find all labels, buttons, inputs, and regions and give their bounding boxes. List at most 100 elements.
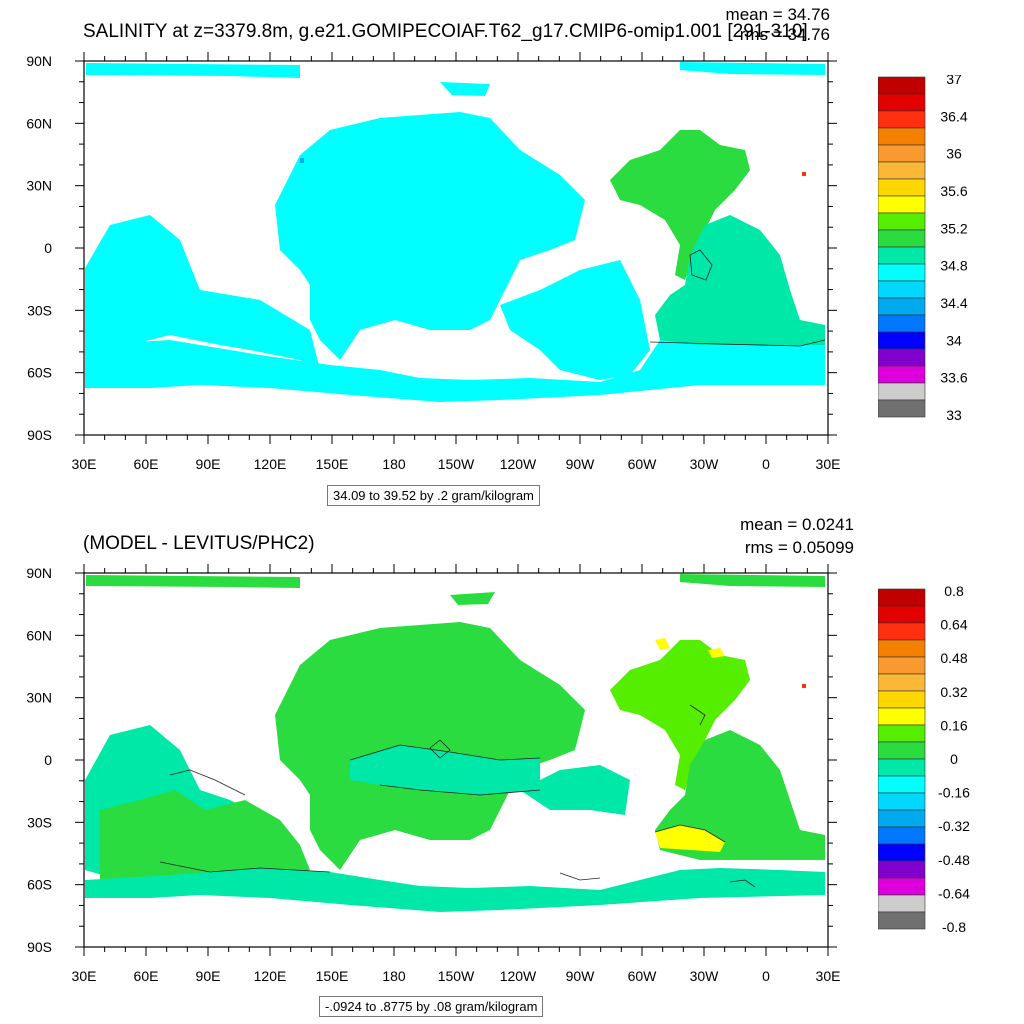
top-south-atlantic — [655, 215, 825, 345]
top-x-tick-label: 30E — [72, 456, 97, 472]
top-colorbar-label: 36 — [946, 146, 962, 162]
top-colorbar-box — [878, 212, 926, 231]
top-x-tick-label: 150W — [438, 456, 475, 472]
bottom-map-plot: 30E 60E 90E 120E 150E 180 150W 120W 90W 60W 30W 0 30… — [26, 564, 841, 984]
top-north-atlantic — [610, 130, 750, 280]
bottom-colorbar-box — [878, 622, 926, 641]
bottom-x-tick-label: 120E — [254, 968, 287, 984]
bottom-colorbar-label: 0 — [950, 751, 958, 767]
top-colorbar-label: 33 — [946, 407, 962, 423]
bottom-colorbar-label: 0.8 — [944, 585, 964, 599]
bottom-contour-line — [729, 879, 756, 888]
bottom-colorbar-box — [878, 877, 926, 896]
bottom-colorbar-box — [878, 690, 926, 709]
top-x-tick-label: 120W — [500, 456, 537, 472]
bottom-x-tick-label: 60W — [628, 968, 658, 984]
bottom-x-tick-label: 30E — [72, 968, 97, 984]
top-ocean-fill — [85, 62, 825, 402]
bottom-colorbar-label: 0.16 — [940, 717, 967, 733]
top-colorbar-box — [878, 178, 926, 197]
top-colorbar-box — [878, 382, 926, 401]
bottom-x-tick-label: 90W — [566, 968, 596, 984]
top-x-tick-label: 180 — [382, 456, 406, 472]
top-arctic-bit — [440, 82, 490, 96]
bottom-contour-line — [654, 824, 726, 843]
bottom-axis-ticks — [75, 564, 837, 956]
bottom-arctic-bit — [450, 592, 495, 605]
top-panel-title: SALINITY at z=3379.8m, g.e21.GOMIPECOIAF… — [83, 21, 808, 42]
bottom-contour-line — [379, 784, 541, 796]
bottom-colorbar-box — [878, 758, 926, 777]
bottom-contour-line — [349, 744, 541, 761]
bottom-mediterranean-dot — [802, 684, 806, 688]
bottom-pacific-ocean — [275, 622, 585, 870]
top-colorbar-box — [878, 246, 926, 265]
bottom-contour-line — [429, 739, 451, 759]
top-y-tick-label: 90N — [26, 53, 52, 69]
top-x-tick-label: 90E — [196, 456, 221, 472]
bottom-y-tick-labels: 90N 60N 30N 0 30S 60S 90S — [26, 565, 52, 955]
bottom-colorbar-box — [878, 656, 926, 675]
bottom-colorbar-box — [878, 860, 926, 879]
bottom-pacific-cyan — [350, 745, 540, 795]
bottom-colorbar-box — [878, 673, 926, 692]
bottom-x-tick-label: 120W — [500, 968, 537, 984]
bottom-ocean-fill — [85, 574, 825, 912]
bottom-x-tick-label: 150E — [316, 968, 349, 984]
top-colorbar-box — [878, 348, 926, 367]
bottom-southern-ocean — [85, 868, 825, 912]
top-colorbar-label: 33.6 — [940, 370, 967, 386]
top-indian-ocean — [85, 215, 320, 370]
top-y-tick-label: 90S — [27, 427, 52, 443]
top-x-tick-label: 60E — [134, 456, 159, 472]
bottom-y-tick-label: 0 — [44, 752, 52, 768]
bottom-colorbar-box — [878, 911, 926, 930]
bottom-y-tick-label: 30N — [26, 690, 52, 706]
bottom-y-tick-label: 60S — [27, 877, 52, 893]
bottom-colorbar-box — [878, 588, 926, 607]
bottom-contour-lines — [159, 704, 756, 888]
bottom-x-tick-label: 150W — [438, 968, 475, 984]
bottom-contour-line — [169, 769, 246, 796]
bottom-yellow-patch — [708, 648, 725, 658]
bottom-colorbar-box — [878, 605, 926, 624]
top-y-tick-label: 60N — [26, 115, 52, 131]
bottom-x-tick-label: 30W — [690, 968, 720, 984]
top-arctic-region-east — [680, 62, 825, 75]
bottom-contour-info: -.0924 to .8775 by .08 gram/kilogram — [319, 996, 544, 1017]
bottom-colorbar-label: 0.48 — [940, 650, 967, 666]
bottom-south-pacific — [520, 765, 630, 815]
top-contour-lines — [649, 249, 826, 347]
bottom-yellow-patch — [655, 638, 670, 650]
top-colorbar-label: 36.4 — [940, 108, 967, 124]
bottom-x-tick-label: 30E — [816, 968, 841, 984]
bottom-colorbar-box — [878, 826, 926, 845]
bottom-colorbar-box — [878, 843, 926, 862]
bottom-y-tick-label: 90N — [26, 565, 52, 581]
bottom-y-tick-label: 90S — [27, 939, 52, 955]
top-pacific-ocean — [275, 112, 585, 360]
top-colorbar-box — [878, 297, 926, 316]
bottom-colorbar-label: 0.64 — [940, 617, 967, 633]
top-colorbar-box — [878, 331, 926, 350]
top-colorbar-box — [878, 195, 926, 214]
top-x-tick-label: 60W — [628, 456, 658, 472]
top-colorbar-box — [878, 144, 926, 163]
bottom-colorbar-labels: 0.8 0.64 0.48 0.32 0.16 0 -0.16 -0.32 -0.48 -0.64… — [938, 585, 970, 935]
top-south-pacific — [500, 260, 650, 380]
bottom-colorbar-label: -0.64 — [938, 885, 970, 901]
top-mean-label: mean = 34.76 — [725, 5, 830, 24]
bottom-colorbar-box — [878, 809, 926, 828]
bottom-arctic-region-east — [680, 574, 825, 587]
top-y-tick-label: 30N — [26, 178, 52, 194]
top-colorbar-label: 34 — [946, 332, 962, 348]
top-colorbar-box — [878, 314, 926, 333]
top-colorbar-box — [878, 399, 926, 418]
top-colorbar-box — [878, 263, 926, 282]
bottom-colorbar-box — [878, 775, 926, 794]
top-x-tick-label: 120E — [254, 456, 287, 472]
top-contour-line — [689, 249, 713, 281]
top-x-tick-label: 30E — [816, 456, 841, 472]
bottom-contour-line — [159, 861, 331, 873]
bottom-contour-line — [689, 704, 706, 726]
